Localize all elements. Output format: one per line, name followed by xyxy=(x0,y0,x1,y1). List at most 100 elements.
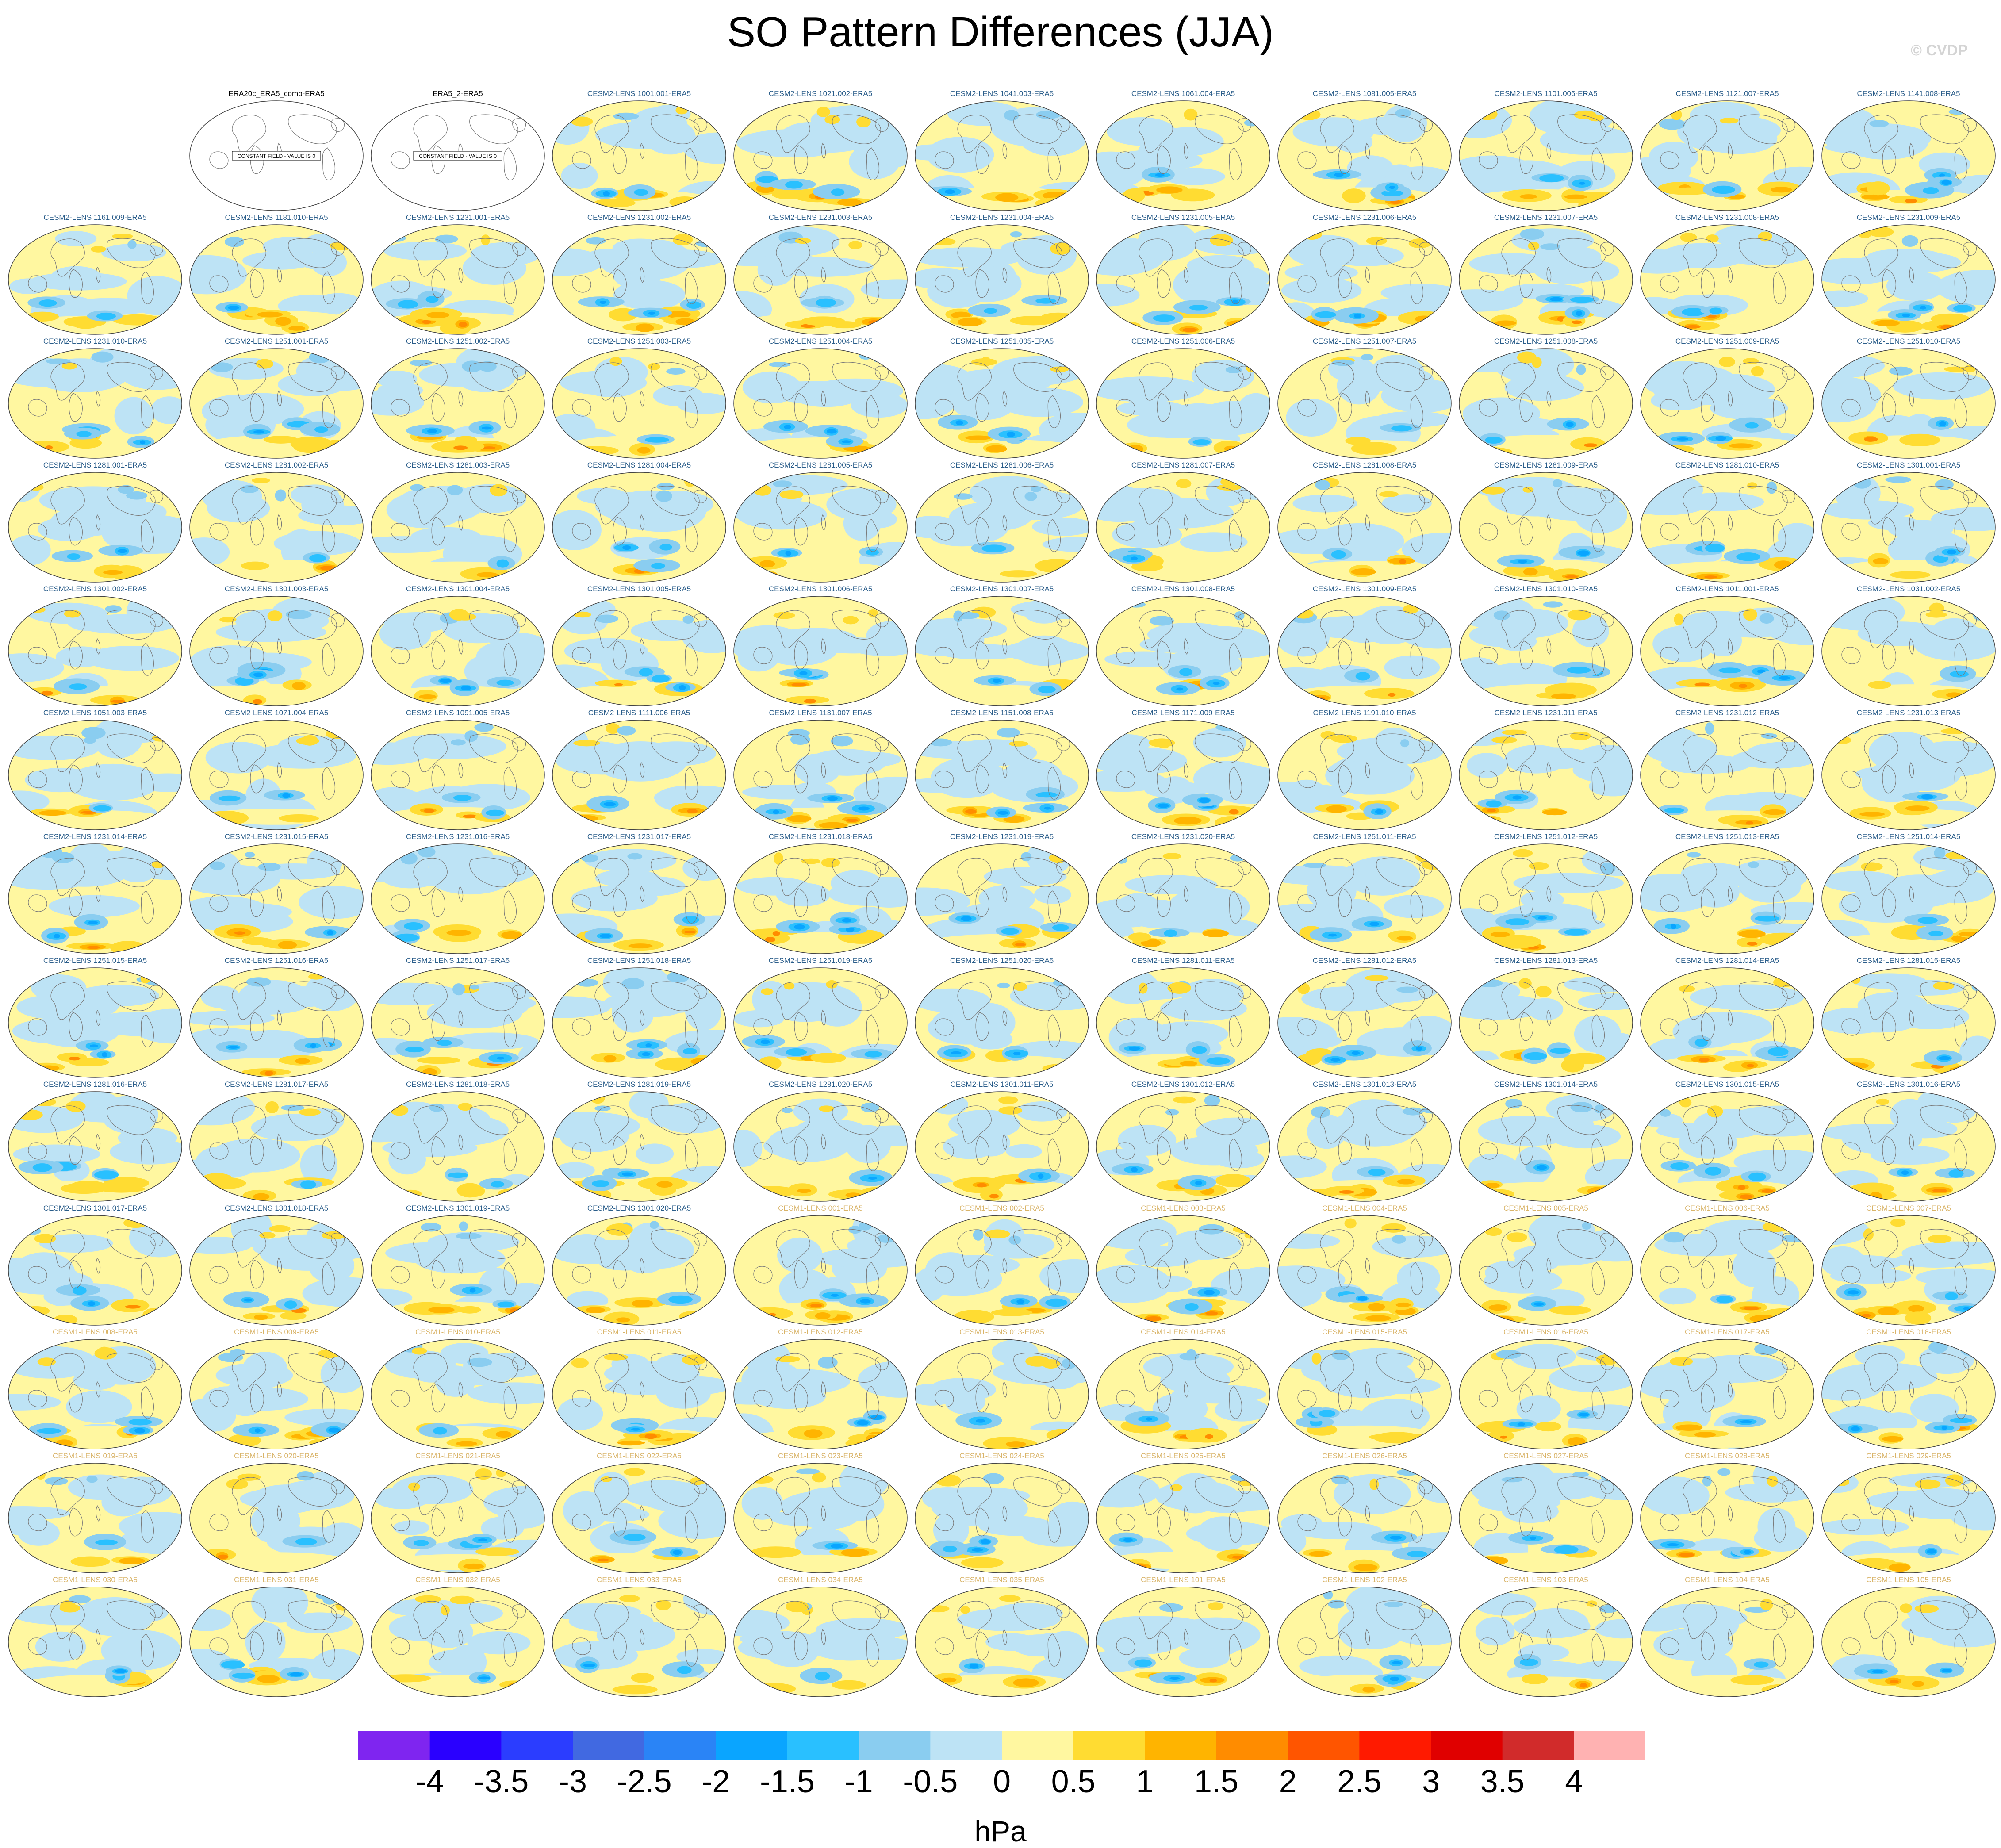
panel-map xyxy=(1277,1091,1452,1202)
map-panel: CESM2-LENS 1281.016-ERA5 xyxy=(7,1079,184,1203)
contour-field xyxy=(1459,1339,1633,1449)
map-panel: CESM2-LENS 1251.010-ERA5 xyxy=(1820,336,1997,460)
map-panel: CESM1-LENS 015-ERA5 xyxy=(1276,1327,1453,1451)
panel-map xyxy=(1640,720,1814,830)
panel-map xyxy=(371,1587,545,1697)
contour-field xyxy=(1822,844,1995,954)
panel-map xyxy=(552,1215,726,1326)
contour-field xyxy=(1822,1587,1995,1697)
map-panel: CESM2-LENS 1251.001-ERA5 xyxy=(188,336,365,460)
panel-title: CESM1-LENS 035-ERA5 xyxy=(959,1576,1044,1584)
contour-field xyxy=(1459,1587,1633,1697)
panel-title: CESM2-LENS 1061.004-ERA5 xyxy=(1131,89,1235,98)
contour-field xyxy=(190,1215,363,1325)
panel-title: CESM2-LENS 1251.011-ERA5 xyxy=(1313,832,1416,841)
contour-field xyxy=(552,596,726,706)
contour-field xyxy=(1096,1587,1270,1697)
map-panel: CESM2-LENS 1231.013-ERA5 xyxy=(1820,708,1997,832)
contour-field xyxy=(1459,844,1633,954)
panel-map xyxy=(552,967,726,1078)
panel-map xyxy=(189,720,364,830)
map-panel: CESM1-LENS 007-ERA5 xyxy=(1820,1203,1997,1327)
contour-field xyxy=(1096,720,1270,830)
panel-map xyxy=(1277,596,1452,706)
panel-title: CESM2-LENS 1101.006-ERA5 xyxy=(1494,89,1598,98)
contour-field xyxy=(915,472,1089,582)
panel-map xyxy=(1277,1463,1452,1573)
panel-title: CESM2-LENS 1081.005-ERA5 xyxy=(1312,89,1417,98)
panel-map xyxy=(8,1339,182,1449)
contour-field xyxy=(371,720,544,830)
panel-map xyxy=(1096,720,1270,830)
panel-title: CESM1-LENS 002-ERA5 xyxy=(959,1204,1044,1212)
contour-field xyxy=(190,1463,363,1573)
panel-map xyxy=(733,100,908,211)
panel-map xyxy=(371,348,545,459)
panel-title: CESM1-LENS 020-ERA5 xyxy=(234,1452,319,1460)
map-panel: CESM1-LENS 035-ERA5 xyxy=(913,1575,1090,1698)
panel-map xyxy=(1821,596,1996,706)
map-panel: CESM2-LENS 1251.009-ERA5 xyxy=(1639,336,1816,460)
map-panel: CESM2-LENS 1301.006-ERA5 xyxy=(732,584,909,708)
panel-title: CESM1-LENS 028-ERA5 xyxy=(1685,1452,1770,1460)
map-panel: CESM2-LENS 1301.018-ERA5 xyxy=(188,1203,365,1327)
contour-field xyxy=(1822,968,1995,1077)
contour-field xyxy=(1641,225,1814,334)
map-panel: CESM1-LENS 005-ERA5 xyxy=(1457,1203,1634,1327)
panel-map xyxy=(733,1463,908,1573)
panel-title: CESM2-LENS 1231.014-ERA5 xyxy=(43,832,147,841)
panel-title: CESM2-LENS 1231.005-ERA5 xyxy=(1131,213,1235,222)
map-panel: CESM2-LENS 1121.007-ERA5 xyxy=(1639,88,1816,212)
map-panel: CESM2-LENS 1251.008-ERA5 xyxy=(1457,336,1634,460)
map-panel: CESM2-LENS 1071.004-ERA5 xyxy=(188,708,365,832)
map-panel: CESM2-LENS 1231.012-ERA5 xyxy=(1639,708,1816,832)
map-panel: CESM2-LENS 1231.002-ERA5 xyxy=(551,212,728,336)
panel-map xyxy=(915,1463,1089,1573)
panel-map xyxy=(1096,224,1270,335)
map-panel: CESM1-LENS 034-ERA5 xyxy=(732,1575,909,1698)
map-panel: CESM2-LENS 1231.016-ERA5 xyxy=(369,832,546,955)
panel-map xyxy=(1821,224,1996,335)
panel-title: CESM2-LENS 1281.014-ERA5 xyxy=(1675,956,1779,965)
colorbar-swatch xyxy=(1359,1731,1431,1760)
colorbar-tick-label: 0.5 xyxy=(1051,1764,1096,1799)
map-panel: CESM1-LENS 030-ERA5 xyxy=(7,1575,184,1698)
map-panel: CESM2-LENS 1301.008-ERA5 xyxy=(1095,584,1272,708)
panel-title: CESM2-LENS 1301.019-ERA5 xyxy=(406,1204,510,1212)
panel-map xyxy=(1277,720,1452,830)
map-panel: CESM2-LENS 1021.002-ERA5 xyxy=(732,88,909,212)
map-panel: CESM2-LENS 1101.006-ERA5 xyxy=(1457,88,1634,212)
panel-title: CESM1-LENS 031-ERA5 xyxy=(234,1576,319,1584)
panel-title: CESM2-LENS 1231.010-ERA5 xyxy=(43,337,147,345)
panel-title: CESM2-LENS 1251.008-ERA5 xyxy=(1494,337,1598,345)
panel-title: CESM2-LENS 1251.003-ERA5 xyxy=(587,337,691,345)
panel-map xyxy=(1640,596,1814,706)
panel-title: CESM1-LENS 007-ERA5 xyxy=(1866,1204,1951,1212)
contour-field xyxy=(8,596,182,706)
contour-field xyxy=(1459,101,1633,211)
contour-field xyxy=(1096,1215,1270,1325)
panel-map xyxy=(371,1339,545,1449)
panel-map xyxy=(733,1091,908,1202)
map-panel: CESM2-LENS 1251.018-ERA5 xyxy=(551,955,728,1079)
map-panel: CESM2-LENS 1251.019-ERA5 xyxy=(732,955,909,1079)
map-panel: CESM1-LENS 101-ERA5 xyxy=(1095,1575,1272,1698)
contour-field xyxy=(915,844,1089,954)
panel-title: CESM2-LENS 1281.016-ERA5 xyxy=(43,1080,147,1089)
panel-map xyxy=(1459,472,1633,583)
panel-title: CESM2-LENS 1011.001-ERA5 xyxy=(1675,585,1779,593)
colorbar-swatch xyxy=(930,1731,1002,1760)
map-panel: CESM2-LENS 1251.017-ERA5 xyxy=(369,955,546,1079)
contour-field xyxy=(1459,349,1633,458)
panel-title: CESM2-LENS 1251.014-ERA5 xyxy=(1856,832,1961,841)
map-panel: CESM2-LENS 1231.011-ERA5 xyxy=(1457,708,1634,832)
cvdp-watermark: © CVDP xyxy=(1911,42,1968,59)
panel-title: CESM2-LENS 1021.002-ERA5 xyxy=(768,89,873,98)
contour-field xyxy=(552,1092,726,1201)
colorbar-tick-label: 4 xyxy=(1565,1764,1583,1799)
map-panel: CESM2-LENS 1301.020-ERA5 xyxy=(551,1203,728,1327)
map-panel: CESM2-LENS 1251.015-ERA5 xyxy=(7,955,184,1079)
colorbar-tick-label: 2.5 xyxy=(1337,1764,1381,1799)
panel-map xyxy=(733,472,908,583)
map-panel: CESM2-LENS 1151.008-ERA5 xyxy=(913,708,1090,832)
